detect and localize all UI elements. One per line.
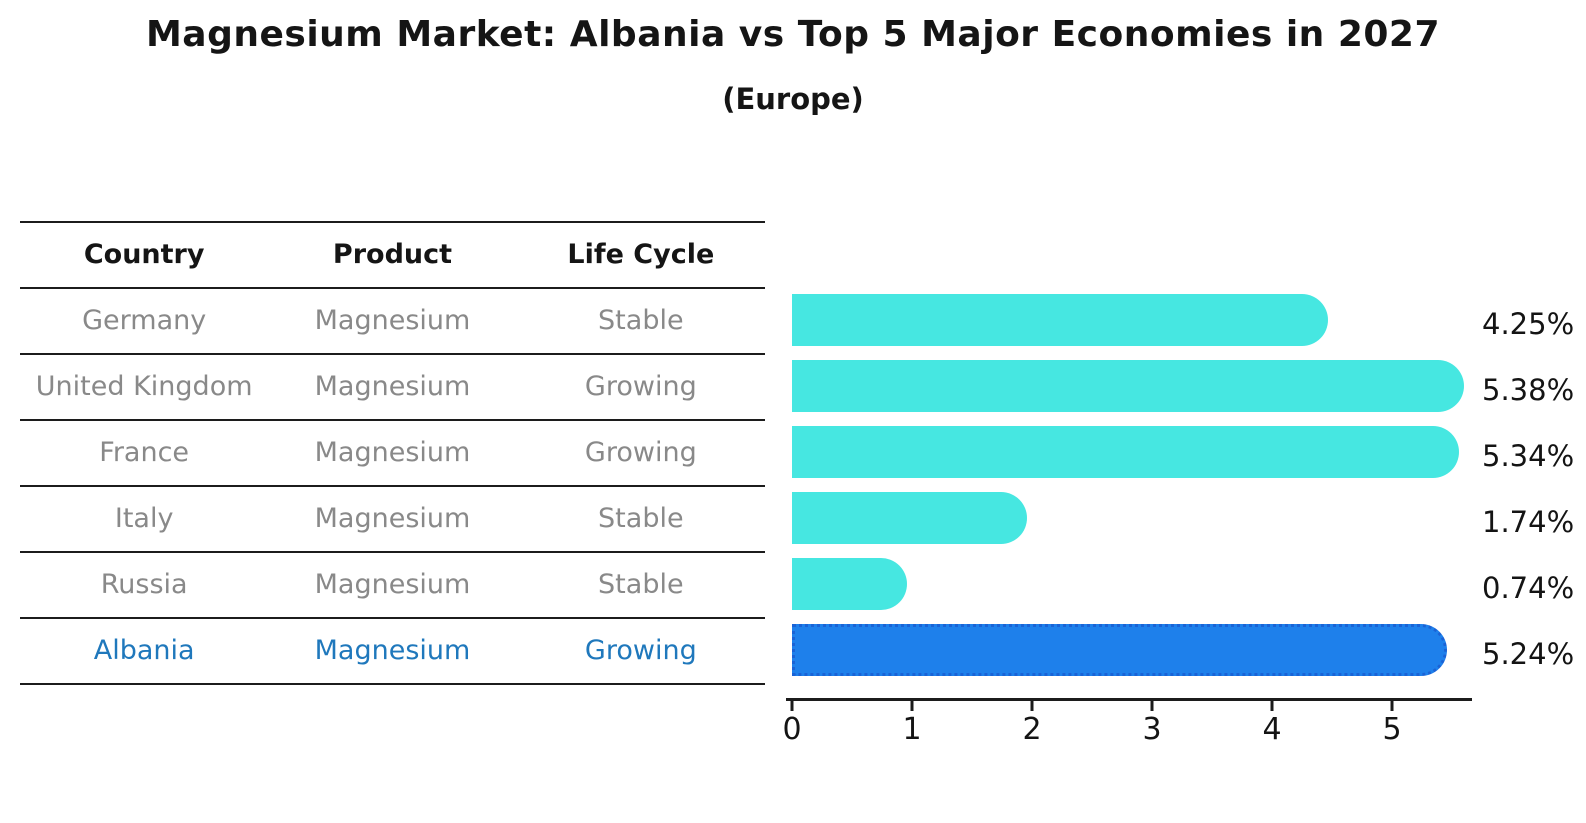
x-axis-tick — [1150, 701, 1154, 711]
x-axis-tick — [790, 701, 794, 711]
table-row: Italy Magnesium Stable — [20, 485, 765, 551]
cell-product: Magnesium — [314, 304, 471, 336]
table-rule — [20, 221, 765, 223]
cell-product: Magnesium — [314, 568, 471, 600]
cell-country: France — [99, 436, 190, 468]
cell-country: Italy — [114, 502, 174, 534]
cell-product: Magnesium — [314, 502, 471, 534]
bar — [792, 426, 1459, 478]
bar — [792, 558, 907, 610]
x-axis-tick-label: 5 — [1382, 712, 1402, 747]
cell-product: Magnesium — [314, 370, 471, 402]
cell-country: United Kingdom — [35, 370, 253, 402]
bar-value-label: 1.74% — [1482, 505, 1575, 539]
column-header-product: Product — [332, 238, 453, 270]
table-rule — [20, 353, 765, 355]
bar-value-label: 0.74% — [1482, 571, 1575, 605]
x-axis-tick-label: 3 — [1142, 712, 1162, 747]
x-axis-tick-label: 4 — [1262, 712, 1282, 747]
column-header-country: Country — [83, 238, 205, 270]
cell-product: Magnesium — [314, 436, 471, 468]
table-rule — [20, 617, 765, 619]
table-rule — [20, 551, 765, 553]
bar-value-label: 4.25% — [1482, 307, 1575, 341]
cell-life-cycle: Growing — [584, 634, 697, 666]
cell-country: Albania — [93, 634, 195, 666]
x-axis-tick — [1270, 701, 1274, 711]
table-row: Germany Magnesium Stable — [20, 287, 765, 353]
x-axis-tick-label: 1 — [902, 712, 922, 747]
x-axis-tick — [1390, 701, 1394, 711]
cell-life-cycle: Growing — [584, 370, 697, 402]
table-rule — [20, 485, 765, 487]
bar-value-label: 5.34% — [1482, 439, 1575, 473]
cell-life-cycle: Stable — [598, 304, 684, 336]
x-axis-tick-label: 2 — [1022, 712, 1042, 747]
column-header-life-cycle: Life Cycle — [567, 238, 715, 270]
bar-value-label: 5.24% — [1482, 637, 1575, 671]
x-axis-line — [786, 698, 1472, 701]
cell-product: Magnesium — [314, 634, 471, 666]
x-axis-tick-label: 0 — [782, 712, 802, 747]
cell-country: Germany — [82, 304, 207, 336]
bar-value-label: 5.38% — [1482, 373, 1575, 407]
table-rule — [20, 683, 765, 685]
x-axis-tick — [1030, 701, 1034, 711]
bar — [792, 360, 1464, 412]
cell-life-cycle: Stable — [598, 502, 684, 534]
table-row: Albania Magnesium Growing — [20, 617, 765, 683]
table-row: France Magnesium Growing — [20, 419, 765, 485]
table-row: United Kingdom Magnesium Growing — [20, 353, 765, 419]
table-rule — [20, 419, 765, 421]
cell-life-cycle: Stable — [598, 568, 684, 600]
chart-subtitle: (Europe) — [722, 82, 864, 116]
bar — [792, 624, 1447, 676]
cell-country: Russia — [100, 568, 188, 600]
table-row: Russia Magnesium Stable — [20, 551, 765, 617]
chart-title: Magnesium Market: Albania vs Top 5 Major… — [145, 14, 1441, 55]
bar — [792, 294, 1328, 346]
x-axis-tick — [910, 701, 914, 711]
cell-life-cycle: Growing — [584, 436, 697, 468]
table-header-row: Country Product Life Cycle — [20, 221, 765, 287]
table-rule — [20, 287, 765, 289]
bar — [792, 492, 1027, 544]
